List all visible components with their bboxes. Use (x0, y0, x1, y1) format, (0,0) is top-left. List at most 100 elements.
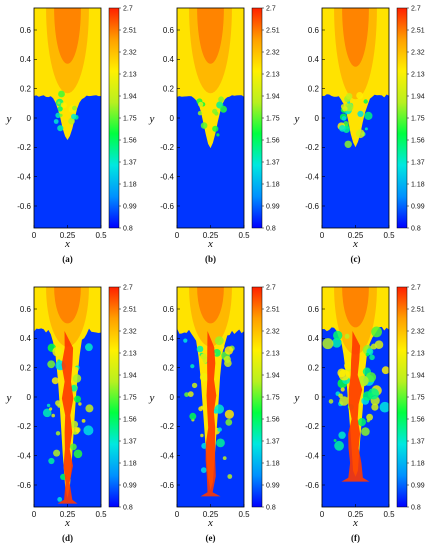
y-tick-label: -0.2 (160, 143, 174, 152)
mixing-blob (218, 96, 225, 103)
colorbar-tick-label: 2.7 (123, 285, 133, 292)
plume-core-inner (197, 287, 224, 324)
mixing-blob (48, 457, 55, 465)
colorbar-tick-label: 1.18 (123, 182, 137, 189)
colorbar-tick-label: 1.37 (266, 439, 280, 446)
colorbar-tick-label: 1.18 (411, 182, 425, 189)
colorbar-tick-label: 1.56 (123, 417, 137, 424)
mixing-blob (214, 404, 224, 414)
mixing-blob (200, 433, 204, 438)
colorbar-tick-label: 2.32 (123, 50, 137, 57)
colorbar-tick-label: 2.51 (123, 28, 137, 35)
colorbar-tick-label: 1.56 (411, 417, 425, 424)
colorbar-tick-label: 0.8 (266, 505, 276, 512)
y-tick-label: 0.4 (308, 334, 320, 343)
mixing-blob (370, 343, 377, 350)
mixing-blob (58, 90, 65, 98)
x-tick-label: 0.5 (383, 231, 395, 240)
colorbar-tick-label: 2.13 (266, 351, 280, 358)
colorbar-tick-label: 2.7 (266, 285, 276, 292)
mixing-blob (53, 449, 61, 457)
mixing-blob (196, 345, 204, 353)
density-field (177, 287, 244, 497)
mixing-blob (344, 333, 350, 339)
mixing-blob (59, 113, 63, 117)
colorbar-tick-label: 2.13 (266, 72, 280, 79)
x-tick-label: 0.25 (203, 510, 219, 519)
x-axis-title: x (352, 517, 358, 529)
colorbar-tick-label: 0.8 (123, 505, 133, 512)
mixing-blob (46, 403, 51, 408)
colorbar-tick-label: 2.32 (266, 50, 280, 57)
mixing-blob (49, 407, 53, 411)
y-tick-label: 0.6 (20, 26, 32, 35)
y-axis-title: y (294, 392, 300, 404)
mixing-blob (70, 443, 77, 451)
y-tick-label: -0.4 (160, 172, 174, 181)
mixing-blob (227, 474, 233, 479)
panel-caption: (a) (62, 254, 73, 264)
mixing-blob (200, 353, 207, 360)
mixing-blob (379, 401, 389, 413)
y-tick-label: 0.4 (20, 334, 32, 343)
colorbar-tick-label: 0.8 (266, 226, 276, 233)
mixing-blob (214, 336, 224, 346)
colorbar-tick-label: 0.8 (411, 505, 421, 512)
x-axis-title: x (64, 238, 70, 250)
mixing-blob (340, 387, 345, 392)
y-tick-label: -0.2 (305, 143, 319, 152)
mixing-blob (191, 382, 198, 389)
mixing-blob (81, 419, 86, 423)
mixing-blob (340, 104, 346, 109)
x-tick-label: 0 (175, 231, 180, 240)
panel-f: 0.6 0.4 0.2 0 -0.2 -0.4 -0.6 0 0.25 0.5 x y 2.7 2.51 2… (294, 285, 425, 544)
colorbar-tick-label: 2.51 (411, 307, 425, 314)
mixing-blob (60, 102, 67, 109)
mixing-blob (57, 106, 63, 112)
plume-core-inner (342, 8, 369, 67)
mixing-blob (78, 402, 82, 406)
spike-stem (57, 331, 78, 504)
colorbar-tick-label: 0.99 (266, 483, 280, 490)
x-tick-label: 0 (320, 510, 325, 519)
mixing-blob (189, 412, 197, 420)
density-field (34, 287, 101, 504)
y-tick-label: 0.6 (308, 305, 320, 314)
colorbar-tick-label: 1.75 (123, 116, 137, 123)
y-axis-title: y (6, 113, 12, 125)
mixing-blob (187, 391, 194, 397)
mixing-blob (223, 355, 231, 363)
colorbar-tick-label: 2.51 (266, 28, 280, 35)
y-tick-label: 0.2 (163, 363, 175, 372)
colorbar-tick-label: 1.56 (266, 417, 280, 424)
mixing-blob (51, 413, 55, 418)
panel-caption: (f) (351, 533, 360, 543)
mixing-blob (357, 110, 364, 117)
mixing-blob (334, 440, 344, 451)
y-tick-label: -0.4 (305, 172, 319, 181)
mixing-blob (51, 377, 59, 385)
mixing-blob (344, 361, 353, 370)
y-tick-label: -0.4 (17, 451, 31, 460)
y-tick-label: -0.6 (305, 481, 319, 490)
colorbar-tick-label: 1.18 (123, 461, 137, 468)
colorbar-tick-label: 0.8 (411, 226, 421, 233)
x-tick-label: 0 (175, 510, 180, 519)
colorbar-tick-label: 1.75 (123, 395, 137, 402)
panel-caption: (b) (205, 254, 216, 264)
colorbar (251, 286, 263, 508)
colorbar-tick-label: 2.51 (123, 307, 137, 314)
mixing-blob (328, 399, 334, 404)
mixing-blob (57, 497, 63, 502)
mixing-blob (198, 406, 204, 412)
y-tick-label: 0 (27, 393, 32, 402)
mixing-blob (365, 352, 370, 357)
mixing-blob (362, 391, 373, 401)
x-tick-label: 0.25 (60, 231, 76, 240)
mixing-blob (74, 395, 81, 403)
mixing-blob (224, 409, 234, 419)
y-tick-label: -0.2 (17, 143, 31, 152)
mixing-blob (355, 129, 365, 139)
mixing-blob (333, 439, 337, 442)
